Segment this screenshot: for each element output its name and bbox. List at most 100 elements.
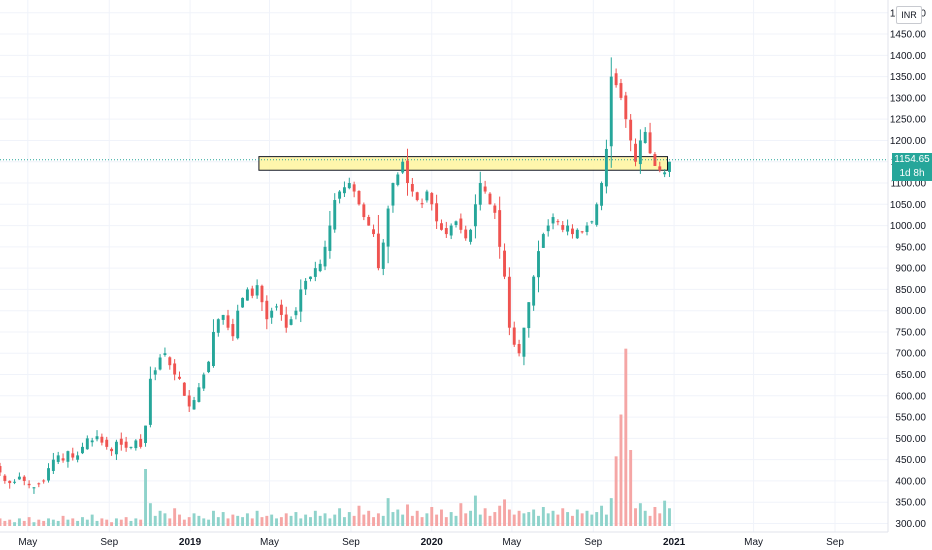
candle-body [367,216,371,226]
candle-body [221,314,225,320]
price-tick-label: 850.00 [895,285,926,296]
candle-body [192,400,196,410]
volume-bar [3,520,7,526]
candle-body [464,229,468,239]
candle-body [585,225,589,232]
candle-body [391,183,395,206]
candle-body [216,319,220,333]
price-axis[interactable]: 300.00 350.00 400.00 450.00 500.00 550.00 600.… [890,8,927,530]
candle-body [114,441,118,455]
volume-bar [391,512,395,526]
volume-bar [585,510,589,526]
candle-body [241,297,245,308]
candle-body [634,143,637,162]
candle-body [493,205,497,213]
candle-body [507,276,511,328]
volume-bar [406,504,409,526]
volume-bar [81,517,84,526]
volume-bar [226,518,230,526]
price-tick-label: 1350.00 [890,72,927,83]
candle-body [376,233,380,269]
price-tick-label: 750.00 [895,327,926,338]
volume-bar [464,513,468,526]
candle-body [362,204,366,218]
candle-body [144,425,147,443]
volume-bar [318,515,322,526]
candle-body [119,438,123,445]
volume-bar [47,518,50,526]
volume-bar [168,518,172,526]
candle-body [182,382,186,396]
volume-bar [372,517,376,526]
price-tick-label: 1100.00 [891,179,927,190]
volume-bar [309,517,312,526]
candle-body [454,221,458,225]
volume-bar [537,515,540,526]
volume-bar [323,513,327,526]
candle-body [415,192,419,201]
volume-bar [284,513,288,526]
volume-bar [546,513,550,526]
candle-body [357,190,361,205]
volume-bar [90,514,94,526]
candle-body [255,285,259,296]
candle-body [163,353,167,356]
currency-label[interactable]: INR [896,6,922,24]
candle-body [328,225,332,251]
time-tick-label: 2021 [663,537,686,548]
volume-bar [114,518,118,526]
volume-bar [338,508,342,526]
candle-body [512,327,516,345]
candle-body [265,300,269,320]
candle-body [420,203,424,205]
candle-body [619,83,623,98]
volume-bar [148,503,152,526]
volume-bar [328,518,332,526]
candle-body [595,204,599,225]
candle-body [556,221,560,223]
time-axis[interactable]: May Sep 2019 May Sep 2020 May Sep 2021 May Sep [18,537,844,548]
volume-bar [37,519,41,526]
volume-bar [110,522,114,526]
volume-bar [357,505,361,526]
volume-bar [333,514,337,526]
volume-bar [192,513,196,526]
volume-bar [653,507,657,526]
candle-body [13,481,17,483]
volume-bar [532,509,536,526]
price-tick-label: 1050.00 [890,200,927,211]
price-candles [0,57,671,494]
candle-body [551,217,555,224]
volume-bar [231,514,235,526]
price-tick-label: 800.00 [895,306,926,317]
price-tick-label: 950.00 [895,242,926,253]
candle-body [27,483,31,486]
volume-bar [158,510,162,526]
candle-body [284,314,288,328]
candle-body [318,263,322,272]
candle-body [3,475,7,481]
time-tick-label: Sep [826,537,844,548]
volume-bar [609,498,613,526]
candle-body [488,193,492,205]
candle-body [270,310,274,318]
volume-bar [454,515,458,526]
volume-bar [342,517,346,526]
volume-bar [410,515,414,526]
time-tick-label: May [18,537,37,548]
candle-body [47,468,50,481]
candle-body [435,203,439,222]
volume-bar [71,518,75,526]
time-tick-label: May [260,537,279,548]
candle-body [347,183,351,189]
volume-bar [139,519,143,526]
candle-body [129,446,133,448]
candle-body [304,280,308,290]
price-tick-label: 1400.00 [890,51,927,62]
candle-body [522,327,526,357]
volume-bar [527,512,531,526]
volume-bar [600,505,604,526]
candle-body [478,183,482,205]
resistance-zone-box[interactable] [258,156,668,171]
